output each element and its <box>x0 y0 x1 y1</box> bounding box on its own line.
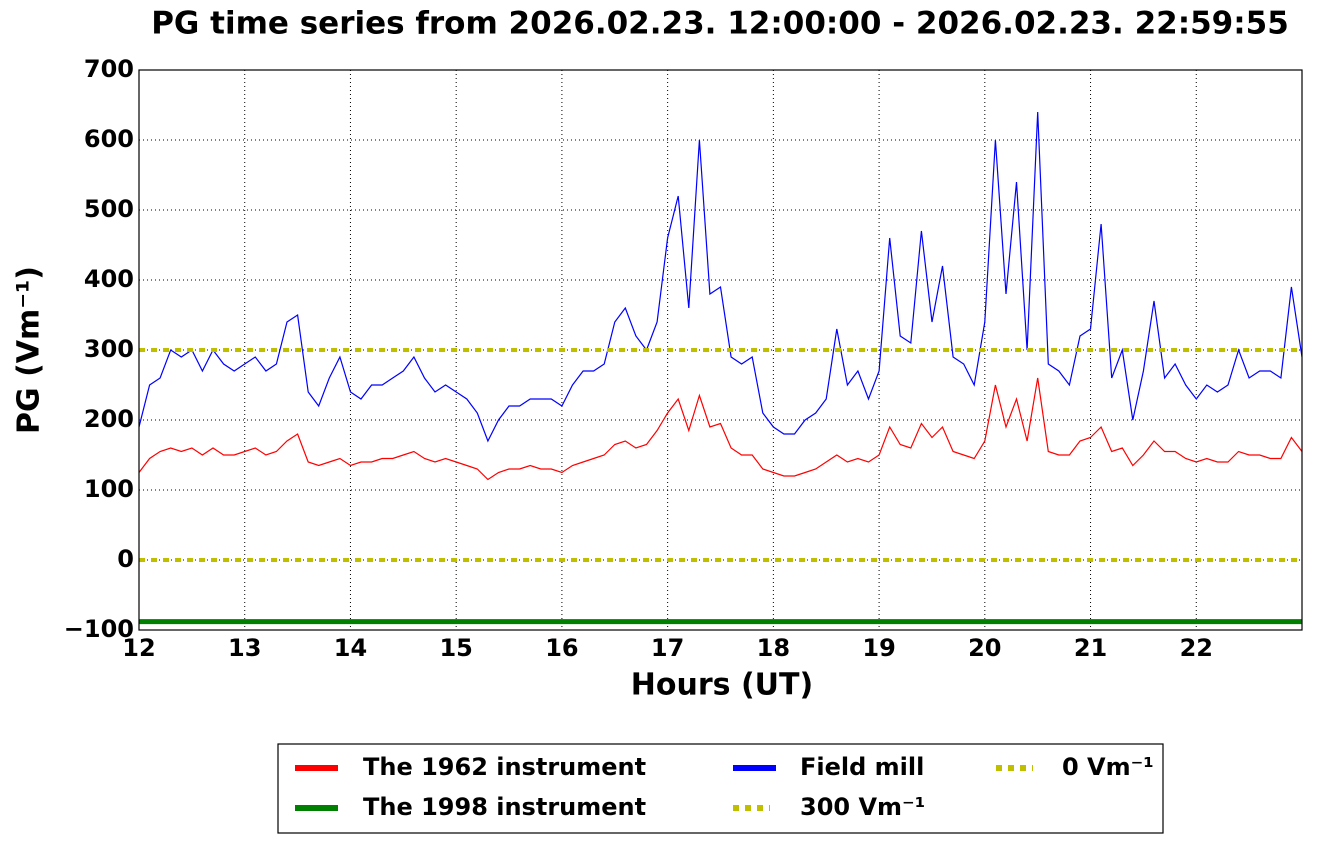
x-tick-label: 13 <box>228 634 261 662</box>
x-tick-label: 19 <box>862 634 895 662</box>
x-axis-label: Hours (UT) <box>631 668 813 703</box>
legend-label: The 1962 instrument <box>363 753 646 781</box>
y-tick-label: 700 <box>84 55 134 83</box>
y-tick-label: 0 <box>117 545 134 573</box>
x-tick-label: 16 <box>545 634 578 662</box>
x-tick-label: 15 <box>439 634 472 662</box>
plot-frame <box>138 69 1303 631</box>
y-tick-label: 100 <box>84 475 134 503</box>
y-axis-label: PG (Vm⁻¹) <box>12 266 47 434</box>
series-line <box>139 111 1302 443</box>
y-tick-label: 500 <box>84 195 134 223</box>
x-tick-label: 22 <box>1180 634 1213 662</box>
y-tick-label: 200 <box>84 405 134 433</box>
x-tick-label: 14 <box>334 634 367 662</box>
x-tick-label: 12 <box>122 634 155 662</box>
legend-label: Field mill <box>800 753 924 781</box>
x-tick-label: 18 <box>757 634 790 662</box>
x-tick-label: 20 <box>968 634 1001 662</box>
chart-title: PG time series from 2026.02.23. 12:00:00… <box>151 6 1289 42</box>
series-line <box>139 377 1302 481</box>
x-tick-label: 21 <box>1074 634 1107 662</box>
legend-label: The 1998 instrument <box>363 793 646 821</box>
y-tick-label: 300 <box>84 335 134 363</box>
y-tick-label: 600 <box>84 125 134 153</box>
x-tick-label: 17 <box>651 634 684 662</box>
y-tick-label: −100 <box>64 615 134 643</box>
legend-label: 0 Vm⁻¹ <box>1062 753 1154 781</box>
legend-label: 300 Vm⁻¹ <box>800 793 925 821</box>
plot-area <box>139 111 1302 625</box>
legend-box <box>277 743 1164 834</box>
y-tick-label: 400 <box>84 265 134 293</box>
